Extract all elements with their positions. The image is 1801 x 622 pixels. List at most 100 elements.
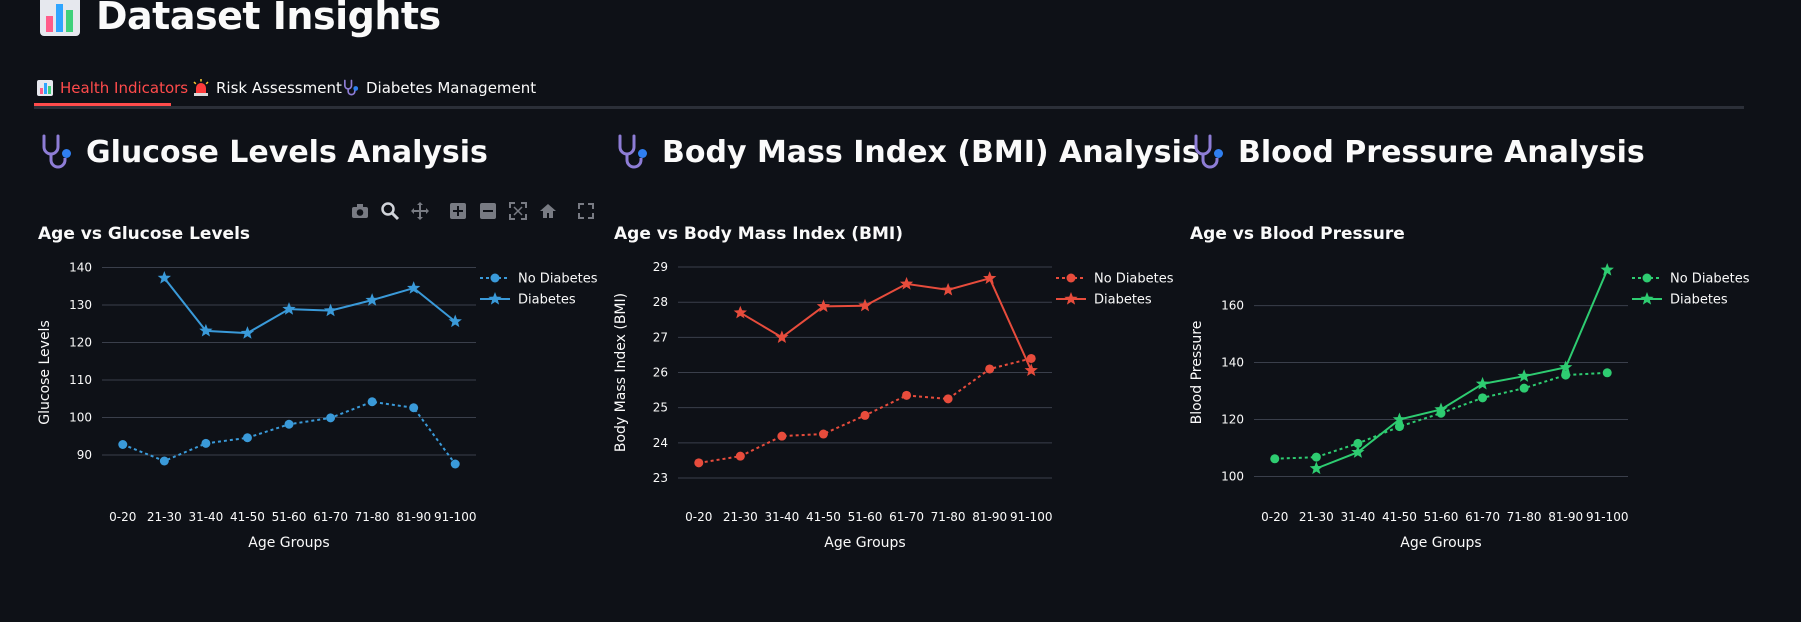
data-point[interactable]: [367, 397, 377, 407]
y-tick-label: 24: [653, 436, 668, 450]
data-point[interactable]: [733, 305, 747, 319]
tab-health-indicators[interactable]: Health Indicators: [36, 72, 188, 104]
data-point[interactable]: [1559, 360, 1573, 374]
data-point[interactable]: [943, 394, 953, 404]
series-line: [1315, 269, 1609, 470]
data-point[interactable]: [899, 276, 914, 290]
data-point[interactable]: [199, 323, 213, 337]
data-point[interactable]: [1478, 393, 1488, 403]
tab-label: Health Indicators: [60, 79, 189, 97]
data-point[interactable]: [323, 303, 338, 317]
y-axis-label: Glucose Levels: [37, 320, 53, 424]
data-point[interactable]: [1309, 461, 1323, 475]
chart-bp[interactable]: Age vs Blood Pressure 100 120 140 160 0-20 21-…: [1188, 220, 1763, 618]
legend-marker[interactable]: [1064, 292, 1078, 305]
data-point[interactable]: [118, 440, 128, 449]
y-tick-label: 160: [1221, 299, 1244, 313]
legend-marker[interactable]: [488, 292, 502, 305]
legend-item[interactable]: No Diabetes: [480, 272, 598, 287]
data-point[interactable]: [1600, 262, 1614, 276]
tab-risk-assessment[interactable]: Risk Assessment: [192, 72, 342, 104]
data-point[interactable]: [282, 302, 296, 315]
data-point[interactable]: [365, 293, 379, 306]
series-diabetes: [1309, 262, 1614, 475]
chart-title: Age vs Glucose Levels: [38, 224, 250, 244]
series-line: [739, 277, 1033, 371]
x-tick-label: 41-50: [230, 510, 265, 524]
series-no-diabetes: [118, 397, 460, 469]
y-tick-label: 140: [1221, 356, 1244, 370]
legend-marker[interactable]: [1642, 273, 1652, 283]
bar-chart-icon: [36, 79, 54, 97]
data-point[interactable]: [858, 298, 872, 312]
data-point[interactable]: [902, 390, 912, 400]
autoscale-icon[interactable]: [508, 201, 528, 221]
data-point[interactable]: [448, 314, 462, 328]
data-point[interactable]: [326, 413, 336, 423]
x-tick-label: 91-100: [434, 510, 477, 524]
data-point[interactable]: [407, 281, 421, 294]
x-tick-label: 41-50: [806, 510, 841, 524]
data-point[interactable]: [1270, 454, 1280, 464]
legend-item[interactable]: Diabetes: [480, 292, 576, 308]
tab-diabetes-management[interactable]: Diabetes Management: [342, 72, 536, 104]
chart-bmi[interactable]: Age vs Body Mass Index (BMI) 23 24 25 26 27 28…: [612, 220, 1187, 618]
legend-item[interactable]: No Diabetes: [1056, 272, 1174, 287]
data-point[interactable]: [1475, 376, 1490, 390]
data-point[interactable]: [1519, 383, 1529, 393]
data-point[interactable]: [1311, 452, 1321, 462]
series-no-diabetes: [694, 353, 1036, 468]
data-point[interactable]: [450, 459, 460, 469]
data-point[interactable]: [1026, 353, 1036, 363]
chart-modebar: [350, 200, 596, 222]
zoom-in-icon[interactable]: [448, 201, 468, 221]
data-point[interactable]: [1394, 422, 1404, 432]
legend-item[interactable]: Diabetes: [1056, 292, 1152, 308]
legend-item[interactable]: No Diabetes: [1632, 272, 1750, 287]
series-line: [698, 357, 1032, 464]
data-point[interactable]: [1561, 370, 1571, 380]
legend-marker[interactable]: [490, 273, 500, 283]
zoom-icon[interactable]: [380, 201, 400, 221]
data-point[interactable]: [777, 431, 787, 441]
x-axis-label: Age Groups: [248, 535, 329, 551]
data-point[interactable]: [1517, 369, 1531, 382]
data-point[interactable]: [816, 299, 831, 313]
chart-glucose[interactable]: Age vs Glucose Levels 90 100 110 120 130 140 0-…: [36, 220, 611, 618]
pan-icon[interactable]: [410, 201, 430, 221]
data-point[interactable]: [985, 364, 995, 374]
data-point[interactable]: [242, 433, 252, 443]
data-point[interactable]: [284, 419, 294, 429]
data-point[interactable]: [694, 458, 704, 468]
camera-icon[interactable]: [350, 201, 370, 221]
legend-label: No Diabetes: [1094, 272, 1174, 287]
data-point[interactable]: [157, 271, 171, 284]
data-point[interactable]: [983, 271, 997, 284]
data-point[interactable]: [818, 429, 828, 439]
data-point[interactable]: [735, 451, 745, 461]
legend-marker[interactable]: [1640, 292, 1654, 305]
section-title-text: Glucose Levels Analysis: [86, 134, 488, 170]
data-point[interactable]: [159, 456, 169, 466]
legend-item[interactable]: Diabetes: [1632, 292, 1728, 308]
data-point[interactable]: [240, 326, 255, 339]
fullscreen-icon[interactable]: [576, 201, 596, 221]
x-tick-label: 61-70: [1465, 510, 1500, 524]
data-point[interactable]: [1024, 363, 1038, 377]
x-tick-label: 71-80: [931, 510, 966, 524]
bar-chart-icon: [38, 0, 82, 38]
zoom-out-icon[interactable]: [478, 201, 498, 221]
legend-marker[interactable]: [1066, 273, 1076, 283]
data-point[interactable]: [1434, 402, 1448, 416]
data-point[interactable]: [409, 403, 419, 413]
data-point[interactable]: [775, 330, 789, 344]
data-point[interactable]: [1351, 445, 1365, 458]
data-point[interactable]: [201, 438, 211, 448]
data-point[interactable]: [1392, 412, 1407, 426]
reset-axes-icon[interactable]: [538, 201, 558, 221]
data-point[interactable]: [941, 282, 955, 296]
section-title-bp: Blood Pressure Analysis: [1190, 128, 1645, 176]
data-point[interactable]: [860, 410, 870, 420]
data-point[interactable]: [1602, 368, 1612, 378]
data-point[interactable]: [1353, 438, 1363, 448]
